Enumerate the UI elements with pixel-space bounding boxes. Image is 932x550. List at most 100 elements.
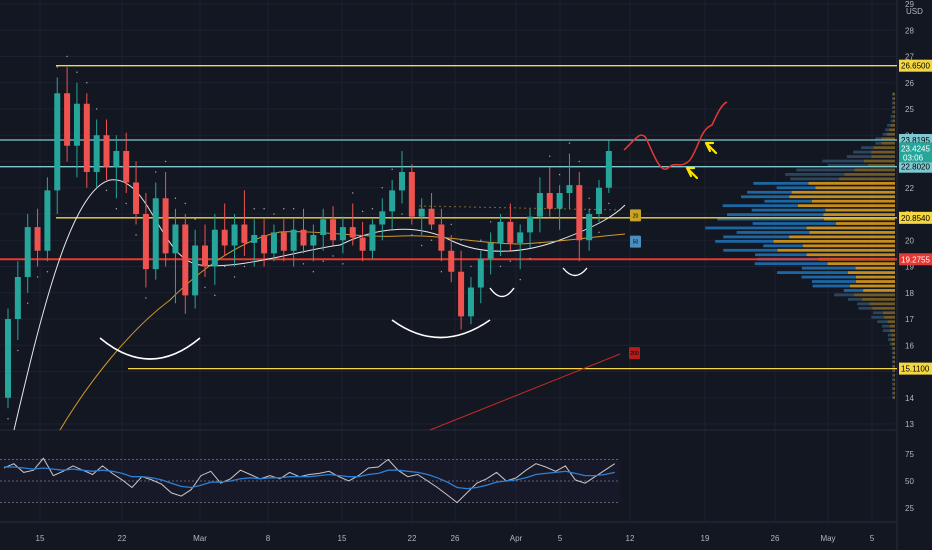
sar-dot <box>174 197 177 199</box>
candle-body <box>586 214 593 241</box>
sar-dot <box>204 286 206 289</box>
volume-profile-bar <box>889 329 895 333</box>
ma-marker-label: 200 <box>630 351 639 357</box>
arrow-icon <box>704 141 718 155</box>
sar-dot <box>7 418 9 420</box>
volume-profile-bar <box>812 284 850 288</box>
dot <box>449 206 451 208</box>
volume-profile-bar <box>715 239 774 243</box>
sar-dot <box>312 271 315 273</box>
sar-dot <box>224 265 226 268</box>
candle-body <box>103 135 110 167</box>
price-tick-label: 26 <box>905 79 914 88</box>
sar-dot <box>539 242 541 244</box>
volume-profile-bar <box>887 333 892 337</box>
sar-dot <box>460 239 462 241</box>
volume-profile-bar <box>740 195 790 199</box>
volume-profile-bar <box>871 155 895 158</box>
osc-band-fill <box>0 459 620 503</box>
volume-profile-bar <box>753 181 809 185</box>
volume-profile-bar <box>843 289 864 292</box>
price-label-box <box>899 59 932 72</box>
dot <box>424 205 426 207</box>
volume-profile-bar <box>809 231 895 234</box>
price-label-box <box>899 253 932 266</box>
volume-profile-bar <box>872 311 883 315</box>
volume-profile-bar <box>892 351 895 355</box>
candle-body <box>231 224 238 246</box>
dot <box>469 206 471 208</box>
volume-profile-bar <box>891 347 893 350</box>
sar-dot <box>263 208 265 210</box>
volume-profile-bar <box>755 253 807 257</box>
volume-profile-bar <box>834 293 854 297</box>
volume-profile-bar <box>887 320 895 324</box>
dot <box>434 205 436 207</box>
sar-dot <box>332 255 334 257</box>
sar-dot <box>27 302 29 304</box>
sar-dot <box>381 187 383 189</box>
volume-profile-bar <box>892 364 894 368</box>
price-label-text: 26.6500 <box>901 62 930 71</box>
dot <box>514 207 516 209</box>
volume-profile-bar <box>747 190 792 194</box>
candle-body <box>251 235 258 243</box>
candle-body <box>270 232 277 254</box>
volume-profile-bar <box>822 159 864 163</box>
dot <box>559 208 561 210</box>
volume-profile-bar <box>827 262 895 266</box>
volume-profile-bar <box>763 244 803 248</box>
volume-profile-bar <box>855 280 895 283</box>
oscillator-pane <box>0 457 620 504</box>
sar-dot <box>549 155 551 157</box>
volume-profile-bar <box>890 115 894 118</box>
osc-signal <box>4 466 615 490</box>
dot <box>539 207 541 209</box>
candle-body <box>290 229 297 251</box>
candle-body <box>369 224 376 251</box>
volume-profile-bar <box>789 195 895 199</box>
price-tick-label: 27 <box>905 53 914 62</box>
price-label-text: 23.8195 <box>901 136 930 145</box>
volume-profile-bar <box>777 248 895 252</box>
dot <box>574 208 576 210</box>
volume-profile-bar <box>857 302 870 306</box>
candle-body <box>458 271 465 317</box>
candle-body <box>497 221 504 243</box>
price-label-box <box>899 211 932 224</box>
sar-dot <box>470 265 472 268</box>
sar-dot <box>529 257 531 260</box>
price-tick-label: 16 <box>905 341 914 350</box>
sar-dot <box>598 231 600 234</box>
volume-profile-bar <box>889 342 892 346</box>
time-tick-label: 15 <box>36 534 45 543</box>
volume-profile-bar <box>853 293 895 297</box>
sar-dot <box>95 108 98 110</box>
dot <box>519 207 521 209</box>
price-tick-label: 25 <box>905 105 914 114</box>
dot <box>554 208 556 210</box>
candle-body <box>34 227 41 251</box>
candle-body <box>467 287 474 317</box>
time-tick-label: 8 <box>266 534 271 543</box>
grid <box>0 0 898 550</box>
candle-body <box>172 224 179 254</box>
volume-profile-bar <box>893 378 895 382</box>
sar-dot <box>233 276 236 278</box>
volume-profile-bar <box>752 222 836 225</box>
sar-dot <box>302 263 305 265</box>
dot <box>524 207 526 209</box>
dot <box>509 207 511 209</box>
volume-profile-bar <box>863 289 895 292</box>
volume-profile-bar <box>890 123 895 127</box>
volume-profile-bar <box>892 378 894 382</box>
candle-body <box>428 208 435 225</box>
candle-body <box>487 242 494 259</box>
candle-body <box>113 151 120 167</box>
volume-profile-bar <box>785 173 845 176</box>
volume-profile-bar <box>847 271 895 274</box>
volume-profile-bar <box>892 347 895 350</box>
volume-profile-bar <box>892 382 894 386</box>
volume-profile-bar <box>847 297 863 301</box>
